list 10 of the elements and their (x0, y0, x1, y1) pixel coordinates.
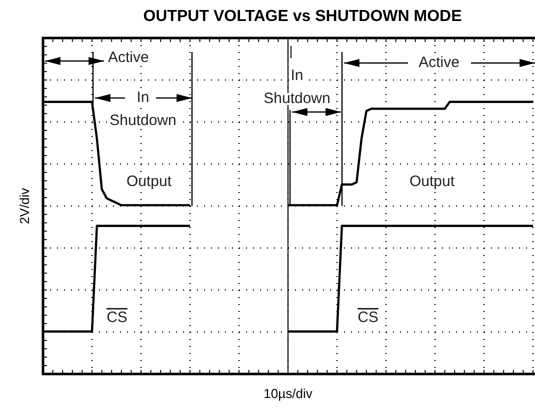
text: Active (108, 49, 149, 66)
chart-title: OUTPUT VOLTAGE vs SHUTDOWN MODE (142, 8, 463, 26)
series-label: Output (126, 173, 172, 190)
annotation: In Shutdown (110, 89, 176, 129)
y-axis-title: 2V/div (17, 187, 32, 224)
text: CS (358, 309, 378, 326)
x-axis-title: 10µs/div (264, 386, 313, 401)
series-label: CS (106, 309, 128, 326)
text: Active (418, 54, 460, 71)
text: Output (409, 173, 455, 190)
